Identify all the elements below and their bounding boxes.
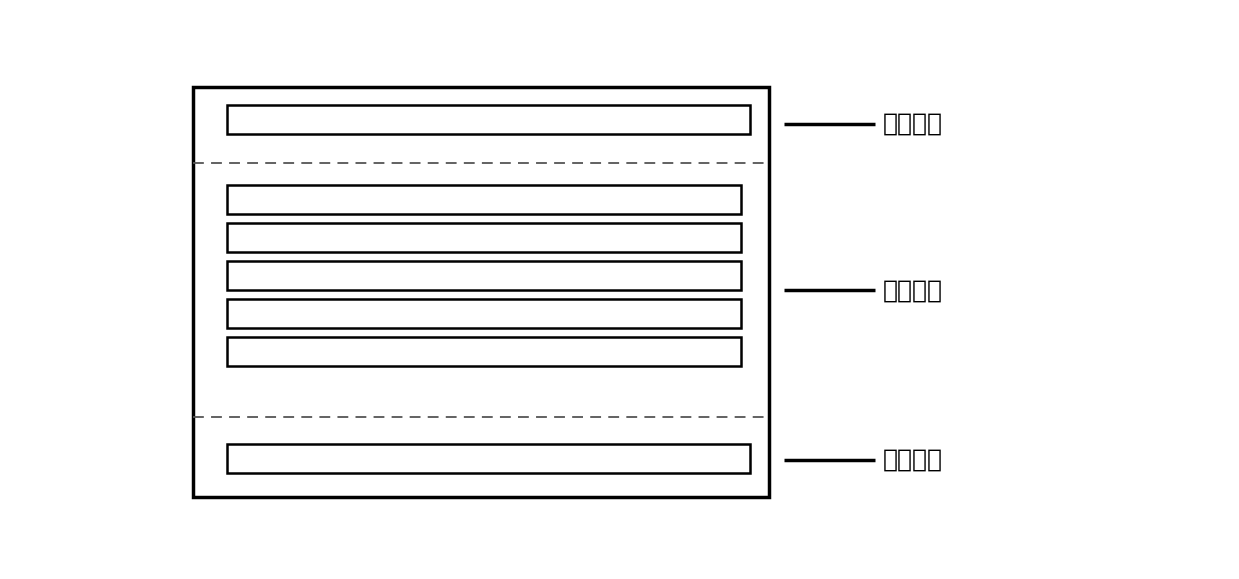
- Bar: [227, 444, 751, 473]
- Bar: [227, 261, 741, 290]
- Bar: [227, 337, 741, 366]
- Text: 后视区域: 后视区域: [882, 448, 943, 471]
- Text: 正视区域: 正视区域: [882, 278, 943, 302]
- Bar: [227, 223, 741, 252]
- Bar: [227, 185, 741, 214]
- Bar: [227, 105, 751, 134]
- Bar: [193, 87, 769, 497]
- Bar: [227, 299, 741, 328]
- Text: 前视区域: 前视区域: [882, 112, 943, 136]
